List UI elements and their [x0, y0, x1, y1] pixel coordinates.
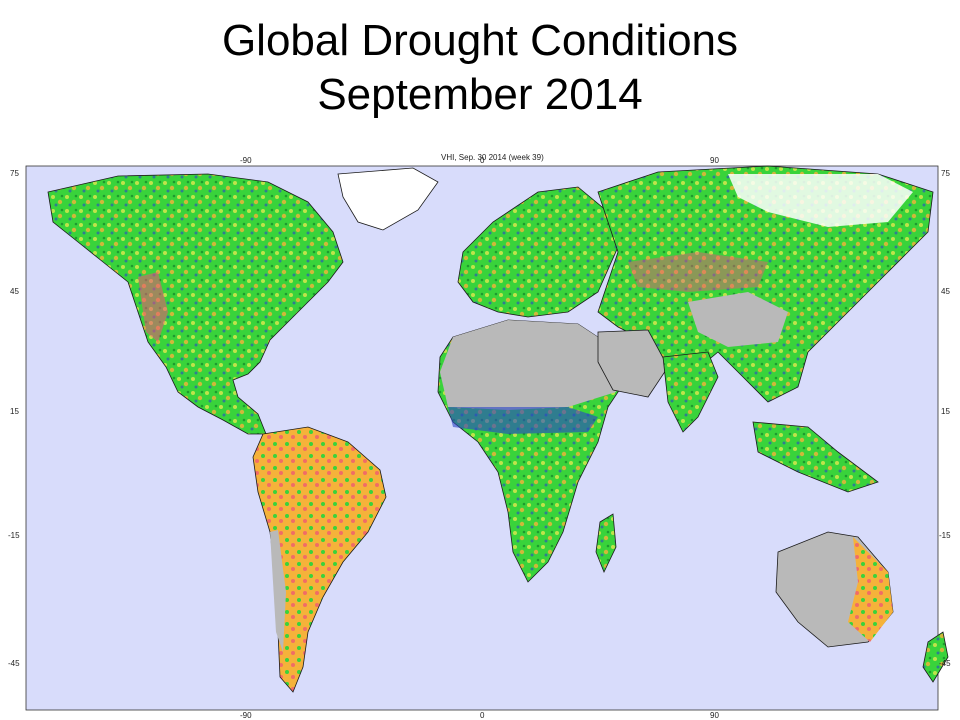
- new-zealand: [922, 631, 949, 683]
- bottom-tick-1: -90: [240, 711, 252, 720]
- madagascar: [595, 513, 617, 573]
- europe: [457, 186, 619, 318]
- drought-map: VHI, Sep. 30 2014 (week 39) -90 0 90 -90…: [8, 152, 954, 720]
- left-tick-3: 15: [10, 407, 19, 416]
- left-tick-1: 75: [10, 169, 19, 178]
- top-tick-1: -90: [240, 156, 252, 165]
- sahel-wet: [448, 407, 598, 434]
- central-asia-drought: [628, 252, 768, 292]
- right-tick-4: -15: [939, 531, 951, 540]
- australia-east-coast: [848, 537, 893, 642]
- right-tick-2: 45: [941, 287, 950, 296]
- title-line-1: Global Drought Conditions: [221, 16, 739, 65]
- south-america: [252, 426, 387, 693]
- bottom-tick-2: 0: [480, 711, 485, 720]
- andes-no-data: [270, 530, 286, 652]
- right-tick-1: 75: [941, 169, 950, 178]
- arabia: [597, 329, 669, 398]
- world-map-svg: VHI, Sep. 30 2014 (week 39) -90 0 90 -90…: [8, 153, 951, 720]
- top-tick-2: 0: [480, 156, 485, 165]
- top-tick-3: 90: [710, 156, 719, 165]
- left-tick-2: 45: [10, 287, 19, 296]
- sahara-no-data: [440, 320, 616, 410]
- greenland: [337, 167, 439, 231]
- us-drought-west: [138, 272, 168, 342]
- central-asia-no-data: [688, 292, 788, 347]
- map-caption: VHI, Sep. 30 2014 (week 39): [441, 153, 544, 162]
- right-tick-3: 15: [941, 407, 950, 416]
- southeast-asia: [752, 421, 879, 493]
- left-tick-4: -15: [8, 531, 20, 540]
- slide-title: Global Drought Conditions September 2014: [0, 14, 960, 122]
- left-tick-5: -45: [8, 659, 20, 668]
- bottom-tick-3: 90: [710, 711, 719, 720]
- india: [662, 351, 719, 433]
- right-tick-5: -45: [939, 659, 951, 668]
- title-line-2: September 2014: [317, 70, 643, 119]
- siberia-ice: [728, 174, 913, 227]
- north-america: [47, 173, 344, 435]
